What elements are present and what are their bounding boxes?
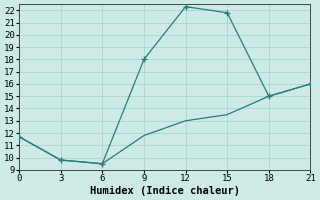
- X-axis label: Humidex (Indice chaleur): Humidex (Indice chaleur): [90, 186, 240, 196]
